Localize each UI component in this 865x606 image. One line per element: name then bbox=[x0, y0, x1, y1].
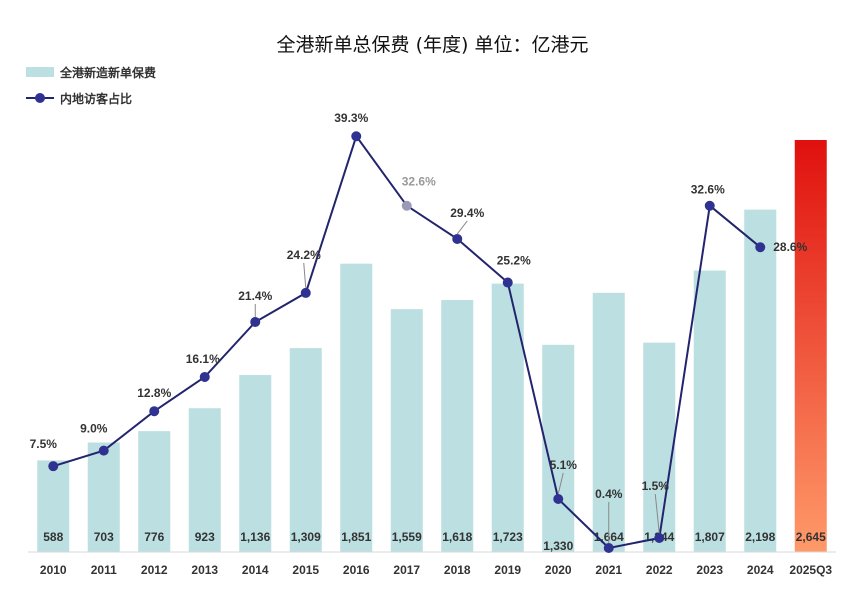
marker-2013 bbox=[199, 371, 210, 382]
leader-2015 bbox=[303, 262, 307, 288]
line-label-2013: 16.1% bbox=[186, 352, 220, 366]
leader-2018 bbox=[456, 220, 468, 235]
bar-2012 bbox=[138, 431, 171, 552]
marker-2011 bbox=[98, 445, 109, 456]
marker-2015 bbox=[300, 287, 311, 298]
bar-2023 bbox=[693, 270, 726, 552]
bar-2013 bbox=[188, 408, 221, 552]
bar-2017 bbox=[390, 309, 423, 552]
line-label-2018: 29.4% bbox=[450, 206, 484, 220]
bar-2016 bbox=[340, 263, 373, 552]
bar-label-2017: 1,559 bbox=[392, 530, 422, 544]
bar-2022 bbox=[643, 342, 676, 552]
marker-2014 bbox=[250, 316, 261, 327]
bar-label-2015: 1,309 bbox=[291, 530, 321, 544]
bar-2019 bbox=[491, 283, 524, 552]
marker-2018 bbox=[452, 233, 463, 244]
marker-2020 bbox=[553, 494, 564, 504]
bars-group bbox=[37, 140, 827, 552]
marker-2012 bbox=[149, 406, 160, 417]
bar-label-2020: 1,330 bbox=[543, 539, 573, 553]
legend-swatch-line bbox=[26, 93, 54, 103]
bar-2015 bbox=[289, 348, 322, 552]
bar-label-2023: 1,807 bbox=[695, 530, 725, 544]
x-tick-2014: 2014 bbox=[242, 563, 269, 577]
x-tick-2021: 2021 bbox=[595, 563, 622, 577]
bar-label-2014: 1,136 bbox=[240, 530, 270, 544]
x-tick-2023: 2023 bbox=[696, 563, 723, 577]
line-label-2012: 12.8% bbox=[137, 386, 171, 400]
x-tick-2015: 2015 bbox=[292, 563, 319, 577]
marker-2021 bbox=[603, 543, 614, 553]
bar-label-2011: 703 bbox=[94, 530, 114, 544]
line-label-2024: 28.6% bbox=[773, 240, 807, 254]
bar-label-2016: 1,851 bbox=[341, 530, 371, 544]
x-tick-2020: 2020 bbox=[545, 563, 572, 577]
line-label-2021: 0.4% bbox=[595, 487, 623, 501]
line-label-2020: 5.1% bbox=[550, 458, 578, 472]
marker-2010 bbox=[48, 461, 59, 472]
bar-2025Q3 bbox=[794, 140, 827, 552]
bar-label-2019: 1,723 bbox=[493, 530, 523, 544]
bar-label-2012: 776 bbox=[144, 530, 164, 544]
line-label-2019: 25.2% bbox=[497, 254, 531, 268]
legend-item-premium: 全港新造新单保费 bbox=[26, 62, 156, 82]
bar-2010 bbox=[37, 460, 70, 552]
legend-swatch-bar bbox=[26, 67, 54, 77]
x-tick-2013: 2013 bbox=[191, 563, 218, 577]
line-label-2022: 1.5% bbox=[642, 479, 670, 493]
x-tick-2024: 2024 bbox=[747, 563, 774, 577]
bar-label-2024: 2,198 bbox=[745, 530, 775, 544]
x-tick-2012: 2012 bbox=[141, 563, 168, 577]
marker-2016 bbox=[351, 131, 362, 142]
legend-item-visitor-share: 内地访客占比 bbox=[26, 88, 156, 108]
line-label-2015: 24.2% bbox=[287, 248, 321, 262]
bar-2011 bbox=[87, 442, 120, 552]
bar-label-2013: 923 bbox=[195, 530, 215, 544]
bar-2014 bbox=[239, 375, 272, 552]
bar-label-2025Q3: 2,645 bbox=[796, 530, 826, 544]
x-tick-2010: 2010 bbox=[40, 563, 67, 577]
legend: 全港新造新单保费 内地访客占比 bbox=[26, 62, 156, 114]
line-label-2014: 21.4% bbox=[238, 289, 272, 303]
x-tick-2025Q3: 2025Q3 bbox=[789, 563, 832, 577]
line-label-2011: 9.0% bbox=[80, 422, 108, 436]
x-tick-2019: 2019 bbox=[494, 563, 521, 577]
leader-2022 bbox=[654, 493, 660, 534]
legend-label-visitor-share: 内地访客占比 bbox=[60, 91, 133, 106]
line-label-2017: 32.6% bbox=[402, 175, 436, 189]
line-series-group: 7.5% 9.0% 12.8% 16.1% 21.4% 24.2% 39.3% 32.6% 29… bbox=[30, 111, 808, 553]
chart-title: 全港新单总保费 (年度) 单位：亿港元 bbox=[276, 34, 589, 56]
bar-2020 bbox=[542, 344, 575, 552]
x-tick-2022: 2022 bbox=[646, 563, 673, 577]
marker-2023 bbox=[704, 200, 715, 211]
bar-2018 bbox=[441, 299, 474, 552]
line-label-2010: 7.5% bbox=[30, 437, 58, 451]
x-tick-labels: 2010 2011 2012 2013 2014 2015 2016 2017 2018 2019… bbox=[40, 563, 833, 577]
x-tick-2018: 2018 bbox=[444, 563, 471, 577]
leader-2020 bbox=[557, 472, 564, 495]
marker-2022 bbox=[654, 533, 665, 543]
line-label-2016: 39.3% bbox=[334, 111, 368, 125]
marker-2019 bbox=[502, 277, 513, 288]
bar-2024 bbox=[744, 209, 777, 552]
bar-label-2010: 588 bbox=[43, 530, 63, 544]
x-tick-2011: 2011 bbox=[91, 563, 117, 577]
bar-label-2018: 1,618 bbox=[442, 530, 472, 544]
legend-label-premium: 全港新造新单保费 bbox=[60, 65, 157, 80]
line-label-2023: 32.6% bbox=[691, 183, 725, 197]
marker-2024 bbox=[755, 242, 766, 253]
x-tick-2017: 2017 bbox=[393, 563, 420, 577]
x-tick-2016: 2016 bbox=[343, 563, 370, 577]
marker-2017 bbox=[401, 200, 412, 211]
